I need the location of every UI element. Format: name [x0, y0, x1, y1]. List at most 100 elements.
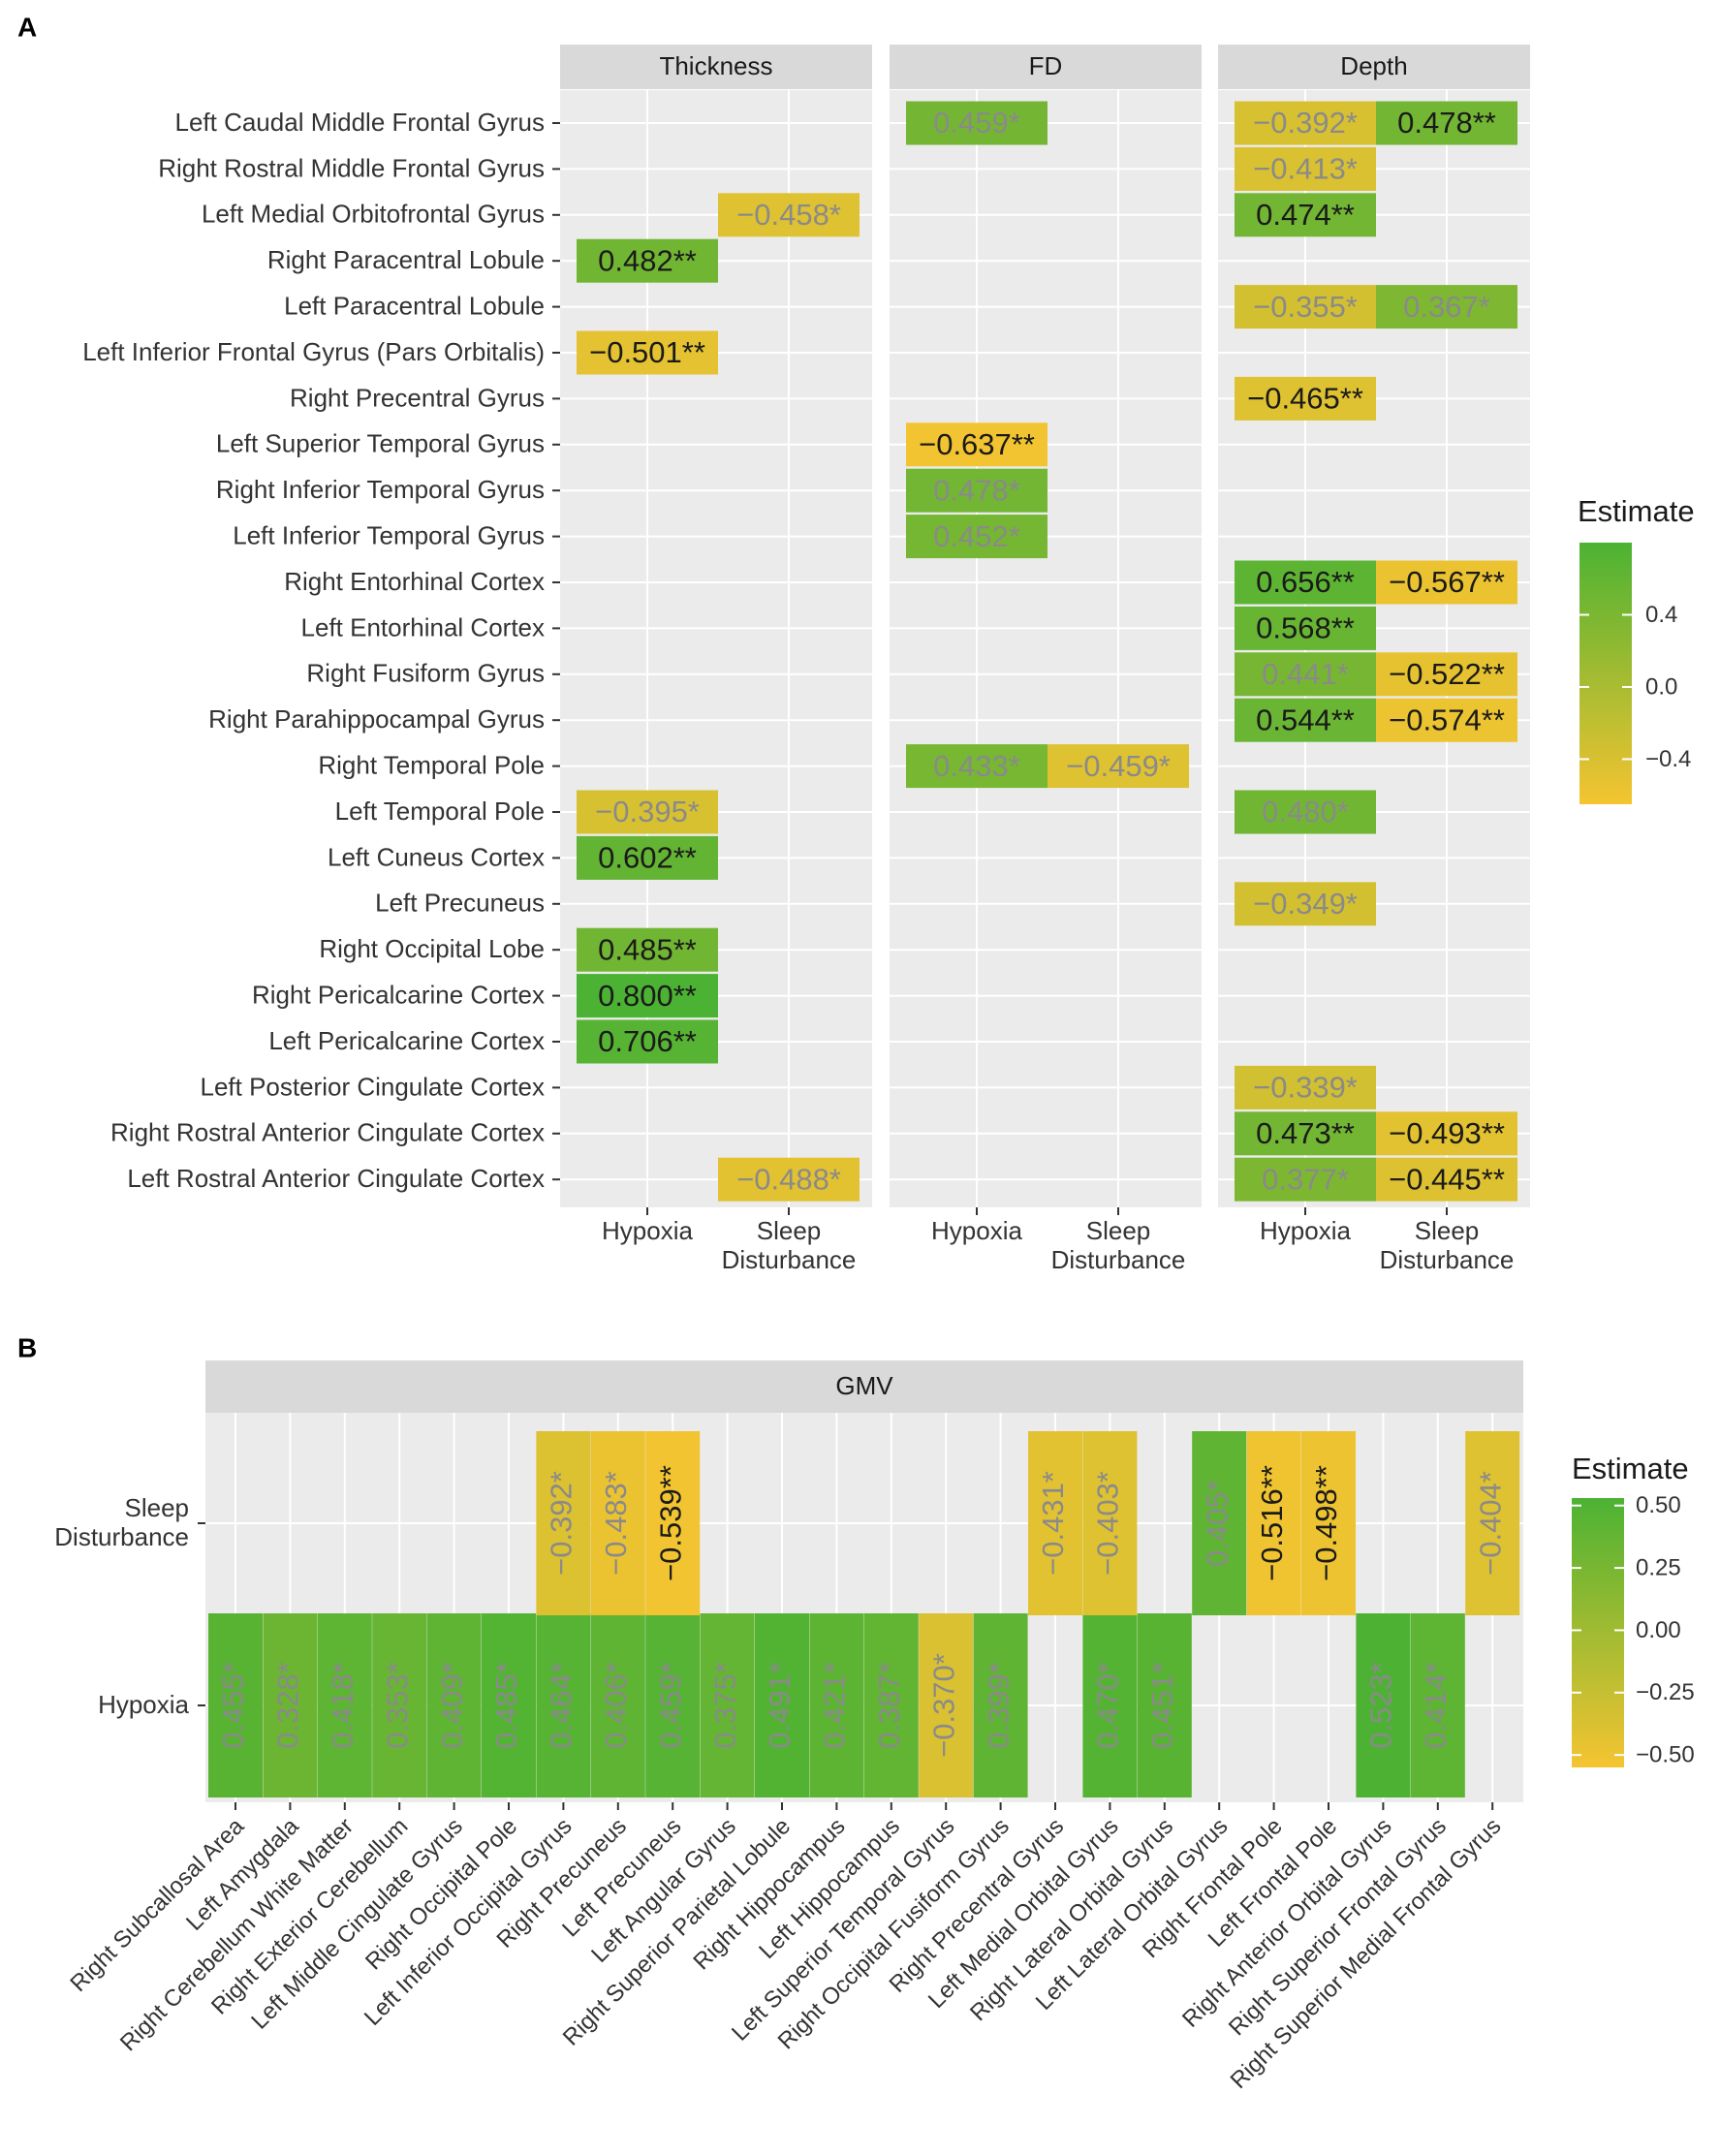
heatmap-cell: [577, 927, 718, 972]
y-tick-label-left-pericalcarine-cortex: Left Pericalcarine Cortex: [268, 1026, 545, 1055]
y-tick-label-left-precuneus: Left Precuneus: [375, 889, 545, 918]
heatmap-cell: [1246, 1431, 1301, 1615]
cell-label: −0.493**: [1389, 1116, 1505, 1150]
heatmap-cell: [718, 1157, 860, 1202]
cell-label: 0.399*: [982, 1662, 1016, 1749]
heatmap-cell: [1235, 790, 1376, 834]
cell-label: −0.339*: [1253, 1071, 1358, 1105]
cell-label: −0.370*: [926, 1653, 960, 1758]
heatmap-cell: [577, 238, 718, 283]
cell-label: 0.491*: [763, 1662, 797, 1749]
cell-label: 0.441*: [1262, 657, 1349, 691]
heatmap-cell: [1192, 1431, 1247, 1615]
cell-label: −0.522**: [1389, 657, 1505, 691]
y-tick-label-left-entorhinal-cortex: Left Entorhinal Cortex: [301, 612, 545, 641]
heatmap-cell: [1376, 652, 1517, 697]
y-tick-label-left-temporal-pole: Left Temporal Pole: [335, 797, 545, 826]
cell-label: −0.445**: [1389, 1162, 1505, 1196]
cell-label: 0.478**: [1397, 106, 1496, 140]
heatmap-cell: [1235, 1157, 1376, 1202]
cell-label: 0.459*: [933, 106, 1020, 140]
y-tick-label-right-pericalcarine-cortex: Right Pericalcarine Cortex: [252, 980, 545, 1009]
heatmap-cell: [1235, 376, 1376, 421]
legend-tick-label-b: −0.25: [1636, 1679, 1695, 1705]
cell-label: −0.355*: [1253, 290, 1358, 324]
heatmap-cell: [1235, 1065, 1376, 1109]
x-tick-label-hypoxia: Hypoxia: [1260, 1216, 1351, 1245]
cell-label: −0.574**: [1389, 703, 1505, 736]
y-tick-label-right-parahippocampal-gyrus: Right Parahippocampal Gyrus: [208, 704, 545, 734]
panel-letter-a: A: [17, 12, 37, 42]
heatmap-cell: [1137, 1613, 1192, 1797]
heatmap-cell: [317, 1613, 372, 1797]
cell-label: −0.516**: [1255, 1465, 1289, 1581]
heatmap-cell: [645, 1613, 701, 1797]
y-tick-label-left-cuneus-cortex: Left Cuneus Cortex: [328, 842, 545, 871]
heatmap-cell: [906, 422, 1048, 467]
heatmap-cell: [906, 744, 1048, 789]
heatmap-cell: [1410, 1613, 1465, 1797]
heatmap-cell: [1376, 1111, 1517, 1156]
y-tick-label-right-occipital-lobe: Right Occipital Lobe: [319, 934, 545, 963]
y-tick-label-right-rostral-middle-frontal-gyrus: Right Rostral Middle Frontal Gyrus: [158, 153, 545, 182]
legend-title-a: Estimate: [1578, 494, 1695, 528]
facet-strip-thickness: [560, 45, 872, 89]
cell-label: 0.656**: [1256, 565, 1355, 599]
cell-label: −0.403*: [1091, 1471, 1125, 1576]
cell-label: −0.392*: [1253, 106, 1358, 140]
heatmap-cell: [1235, 146, 1376, 191]
cell-label: 0.353*: [380, 1662, 414, 1749]
heatmap-cell: [755, 1613, 809, 1797]
heatmap-cell: [700, 1613, 755, 1797]
heatmap-cell: [906, 468, 1048, 513]
facet-strip-fd: [890, 45, 1202, 89]
heatmap-cell: [1465, 1431, 1520, 1615]
y-tick-label-left-inferior-temporal-gyrus: Left Inferior Temporal Gyrus: [233, 520, 545, 549]
heatmap-cell: [426, 1613, 482, 1797]
cell-label: 0.470*: [1091, 1662, 1125, 1749]
heatmap-cell: [536, 1613, 591, 1797]
heatmap-cell: [577, 790, 718, 834]
heatmap-cell: [577, 330, 718, 375]
heatmap-cell: [1376, 698, 1517, 742]
x-tick-label-sleep: Sleep: [757, 1216, 822, 1245]
cell-label: −0.404*: [1473, 1471, 1507, 1576]
heatmap-cell: [863, 1613, 919, 1797]
legend-tick-label-b: 0.50: [1636, 1492, 1681, 1518]
cell-label: 0.451*: [1145, 1662, 1179, 1749]
y-tick-label-left-caudal-middle-frontal-gyrus: Left Caudal Middle Frontal Gyrus: [174, 108, 545, 137]
heatmap-cell: [809, 1613, 864, 1797]
cell-label: 0.464*: [545, 1662, 579, 1749]
x-tick-label-sleep: Sleep: [1086, 1216, 1151, 1245]
heatmap-cell: [1028, 1431, 1082, 1615]
y-tick-label-left-inferior-frontal-gyrus-pars-orbitalis: Left Inferior Frontal Gyrus (Pars Orbita…: [82, 337, 545, 366]
x-tick-label-hypoxia: Hypoxia: [602, 1216, 693, 1245]
x-tick-label-disturbance: Disturbance: [722, 1245, 857, 1274]
facet-label-thickness: Thickness: [659, 51, 772, 80]
heatmap-cell: [906, 101, 1048, 145]
legend-tick-label-a: −0.4: [1645, 746, 1691, 772]
y-tick-label-right-paracentral-lobule: Right Paracentral Lobule: [267, 245, 545, 274]
y-tick-label-left-medial-orbitofrontal-gyrus: Left Medial Orbitofrontal Gyrus: [202, 200, 545, 229]
y-tick-label-hypoxia: Hypoxia: [98, 1690, 189, 1719]
cell-label: 0.800**: [598, 979, 697, 1013]
y-tick-label-left-posterior-cingulate-cortex: Left Posterior Cingulate Cortex: [200, 1072, 545, 1101]
heatmap-cell: [1235, 698, 1376, 742]
cell-label: −0.539**: [653, 1465, 687, 1581]
x-tick-label-disturbance: Disturbance: [1051, 1245, 1186, 1274]
x-tick-label-hypoxia: Hypoxia: [931, 1216, 1022, 1245]
cell-label: 0.485*: [489, 1662, 523, 1749]
y-tick-label-right-temporal-pole: Right Temporal Pole: [318, 750, 545, 779]
cell-label: 0.455*: [216, 1662, 250, 1749]
cell-label: 0.406*: [599, 1662, 633, 1749]
cell-label: −0.567**: [1389, 565, 1505, 599]
cell-label: 0.414*: [1419, 1662, 1453, 1749]
cell-label: 0.568**: [1256, 611, 1355, 645]
heatmap-cell: [1376, 560, 1517, 605]
facet-label-depth: Depth: [1340, 51, 1407, 80]
heatmap-cell: [1048, 744, 1189, 789]
cell-label: −0.349*: [1253, 887, 1358, 921]
legend-tick-label-b: 0.00: [1636, 1617, 1681, 1643]
facet-label-gmv: GMV: [835, 1371, 893, 1400]
cell-label: 0.367*: [1403, 290, 1490, 324]
